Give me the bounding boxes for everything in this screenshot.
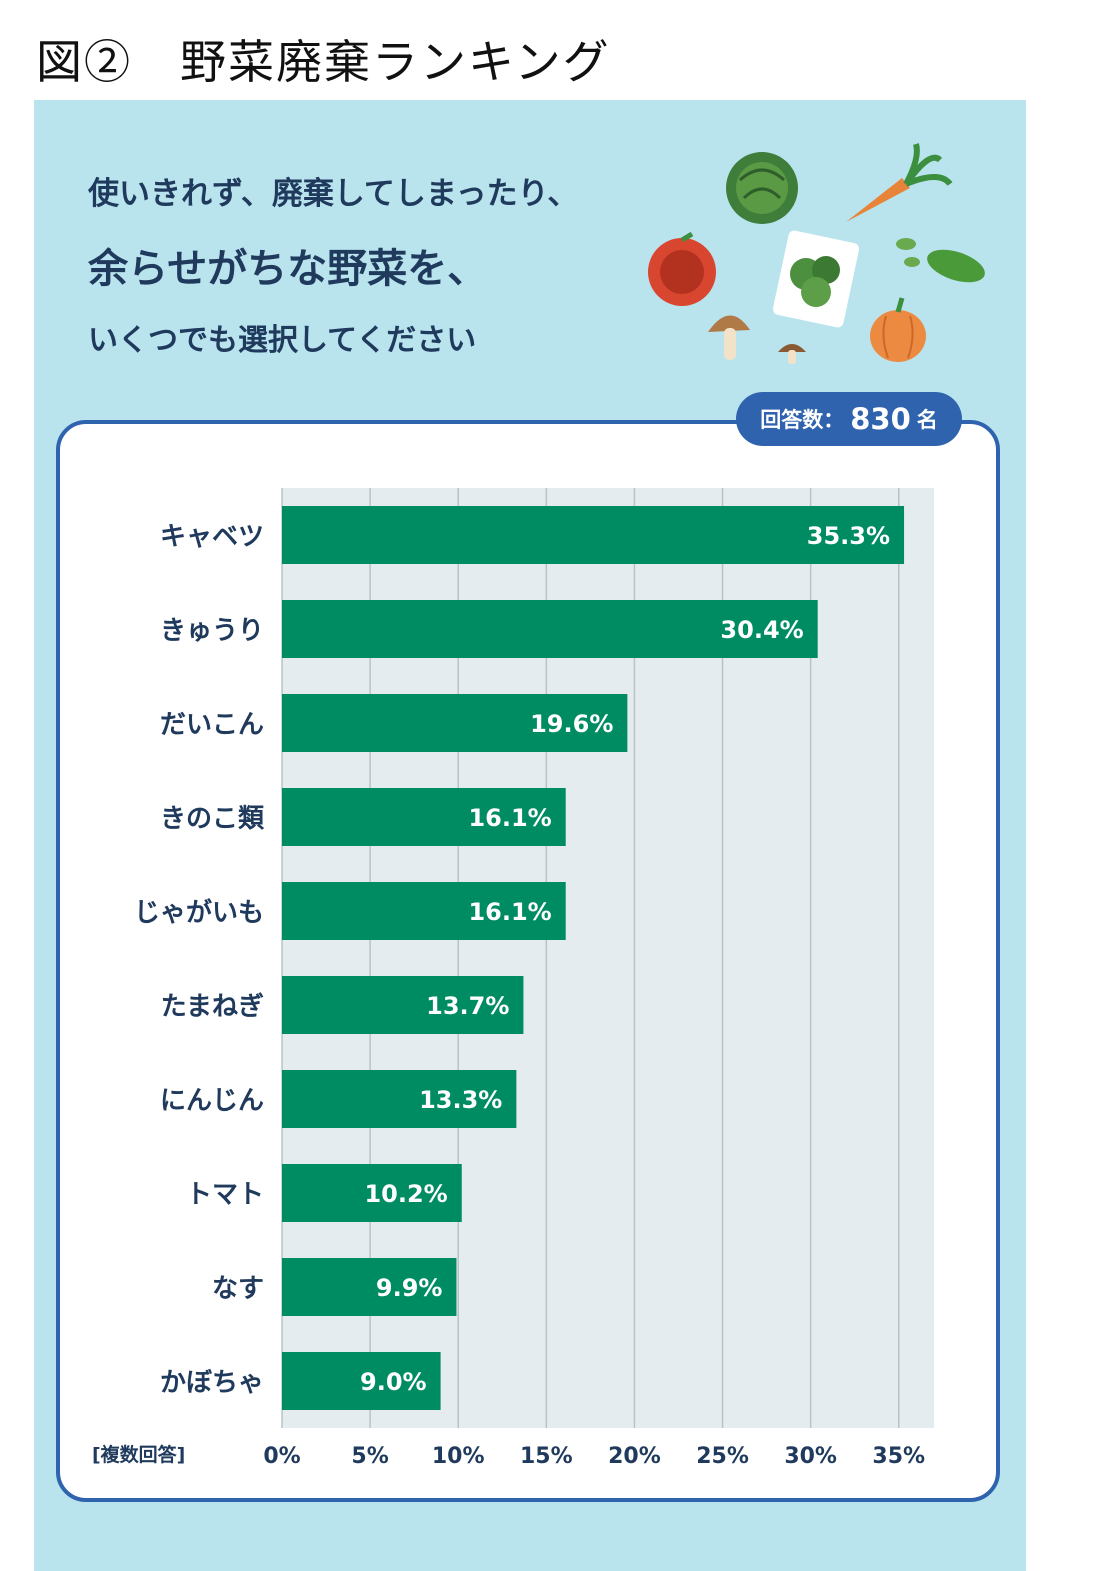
- cabbage-icon: [726, 152, 798, 224]
- bar-value-label: 16.1%: [468, 804, 551, 832]
- category-label: じゃがいも: [134, 897, 264, 928]
- x-tick-label: 20%: [608, 1444, 661, 1469]
- bar-value-label: 13.3%: [419, 1086, 502, 1114]
- bar-value-label: 19.6%: [530, 710, 613, 738]
- question-line-1: 使いきれず、廃棄してしまったり、: [88, 176, 579, 212]
- bar: [282, 694, 628, 752]
- bar: [282, 1258, 457, 1316]
- figure-title: 図② 野菜廃棄ランキング: [36, 35, 611, 89]
- frozen-bag-icon: [772, 230, 860, 328]
- bar: [282, 882, 566, 940]
- bar: [282, 600, 818, 658]
- bar-value-label: 10.2%: [364, 1180, 447, 1208]
- bar-value-label: 9.9%: [376, 1274, 443, 1302]
- x-tick-label: 30%: [784, 1444, 837, 1469]
- bar-value-label: 16.1%: [468, 898, 551, 926]
- cucumber-icon: [896, 238, 985, 283]
- x-tick-label: 10%: [432, 1444, 485, 1469]
- bar-value-label: 9.0%: [360, 1368, 427, 1396]
- x-tick-label: 35%: [872, 1444, 925, 1469]
- category-label: かぼちゃ: [160, 1368, 264, 1398]
- x-tick-label: 0%: [263, 1444, 300, 1469]
- mushroom-icon: [708, 315, 806, 364]
- respondents-label: 回答数：: [760, 408, 845, 432]
- bar: [282, 1352, 441, 1410]
- tomato-icon: [648, 231, 716, 306]
- category-label: きゅうり: [160, 616, 264, 646]
- bar-value-label: 35.3%: [807, 522, 890, 550]
- category-label: だいこん: [160, 710, 264, 740]
- bar: [282, 788, 566, 846]
- x-tick-label: 15%: [520, 1444, 573, 1469]
- multiple-answer-note: [複数回答]: [92, 1444, 186, 1466]
- bar: [282, 976, 524, 1034]
- carrot-icon: [846, 143, 953, 222]
- respondents-count: 830: [850, 402, 911, 436]
- bar: [282, 1070, 517, 1128]
- x-tick-label: 25%: [696, 1444, 749, 1469]
- bar-value-label: 13.7%: [426, 992, 509, 1020]
- category-label: きのこ類: [160, 804, 265, 834]
- category-label: トマト: [186, 1180, 264, 1210]
- vegetable-illustrations: [648, 143, 985, 364]
- category-label: なす: [212, 1274, 264, 1304]
- question-line-3: いくつでも選択してください: [88, 323, 477, 358]
- bar-value-label: 30.4%: [720, 616, 803, 644]
- category-label: たまねぎ: [161, 992, 264, 1022]
- category-label: キャベツ: [160, 522, 264, 552]
- respondents-unit: 名: [916, 408, 938, 432]
- bar: [282, 506, 905, 564]
- bar: [282, 1164, 462, 1222]
- respondents-badge: 回答数： 830 名: [736, 392, 962, 446]
- question-line-2: 余らせがちな野菜を、: [88, 246, 488, 292]
- pumpkin-icon: [870, 297, 926, 362]
- category-label: にんじん: [160, 1086, 264, 1116]
- x-tick-label: 5%: [351, 1444, 388, 1469]
